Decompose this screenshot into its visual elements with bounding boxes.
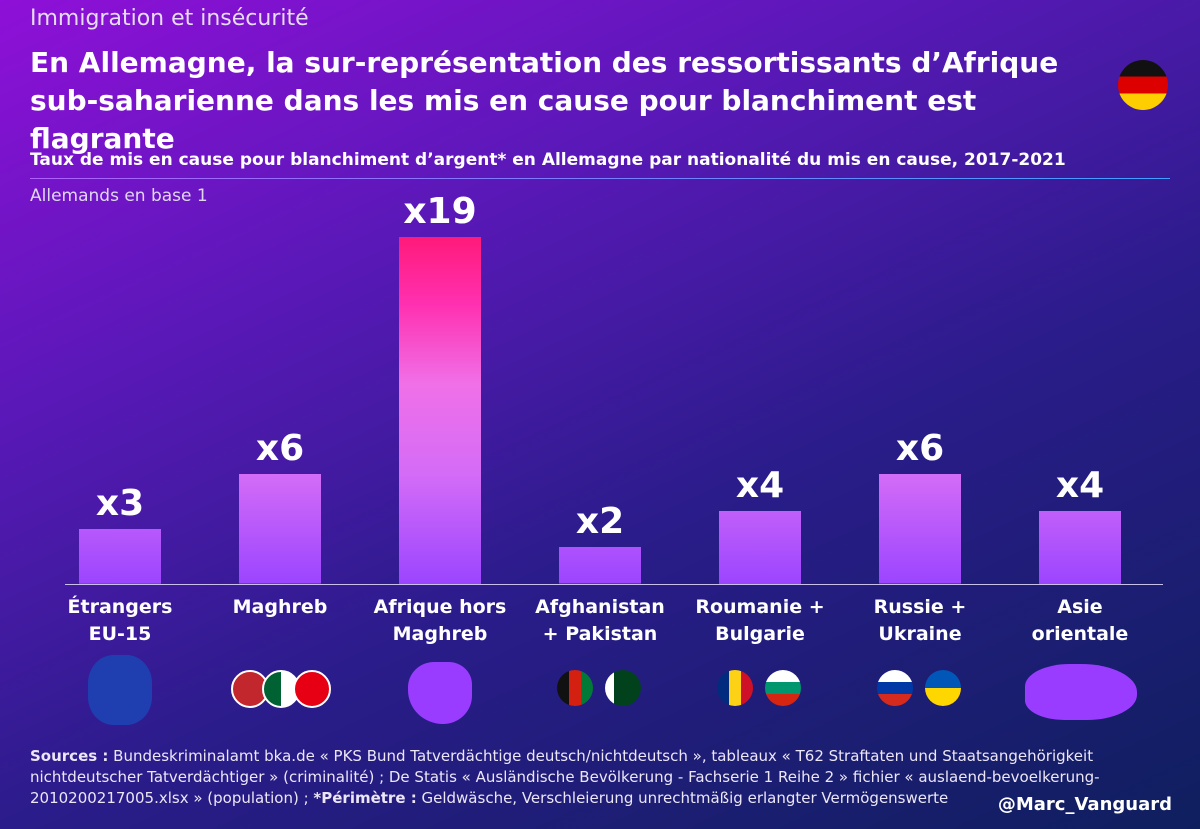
bar xyxy=(719,510,801,584)
scope-label: *Périmètre : xyxy=(313,789,417,807)
note: Allemands en base 1 xyxy=(30,186,208,206)
value-label: x4 xyxy=(735,464,785,506)
bar xyxy=(79,529,161,584)
flag-icon xyxy=(293,670,331,708)
value-label: x19 xyxy=(403,191,477,232)
bar xyxy=(559,547,641,584)
value-label: x2 xyxy=(575,501,625,543)
x-tick-label: Afghanistan + Pakistan xyxy=(535,596,665,645)
scope-text: Geldwäsche, Verschleierung unrechtmäßig … xyxy=(416,789,949,807)
value-label: x6 xyxy=(895,428,945,470)
bar xyxy=(239,474,321,584)
chart-title: En Allemagne, la sur-représentation des … xyxy=(30,46,1059,155)
flag-icon xyxy=(605,670,641,706)
value-label: x6 xyxy=(255,428,305,470)
sources-text: Bundeskriminalamt bka.de « PKS Bund Tatv… xyxy=(30,747,1100,807)
eu-icon xyxy=(88,655,152,725)
x-tick-label: Roumanie + Bulgarie xyxy=(695,596,825,645)
x-tick-label: Étrangers EU-15 xyxy=(67,596,173,645)
x-tick-label: Maghreb xyxy=(232,596,328,618)
flag-icon xyxy=(717,670,753,706)
sources-label: Sources : xyxy=(30,747,109,765)
bar xyxy=(399,237,481,584)
handle: @Marc_Vanguard xyxy=(997,794,1172,815)
bar xyxy=(879,474,961,584)
kicker: Immigration et insécurité xyxy=(30,6,309,31)
flag-icon xyxy=(925,670,961,706)
flag-icon xyxy=(557,670,593,706)
asia-icon xyxy=(1025,664,1137,720)
baseline xyxy=(65,584,1163,585)
africa-icon xyxy=(408,662,472,724)
subtitle: Taux de mis en cause pour blanchiment d’… xyxy=(30,150,1066,170)
x-tick-label: Asie orientale xyxy=(1031,596,1129,645)
value-label: x4 xyxy=(1055,464,1105,506)
rule xyxy=(30,178,1170,179)
x-tick-label: Afrique hors Maghreb xyxy=(373,596,507,645)
flag-icon xyxy=(765,670,801,706)
bar xyxy=(1039,510,1121,584)
value-label: x3 xyxy=(95,483,145,525)
sources: Sources : Bundeskriminalamt bka.de « PKS… xyxy=(30,746,1160,809)
german-flag xyxy=(1118,60,1168,110)
x-tick-label: Russie + Ukraine xyxy=(873,596,967,645)
flag-icon xyxy=(877,670,913,706)
